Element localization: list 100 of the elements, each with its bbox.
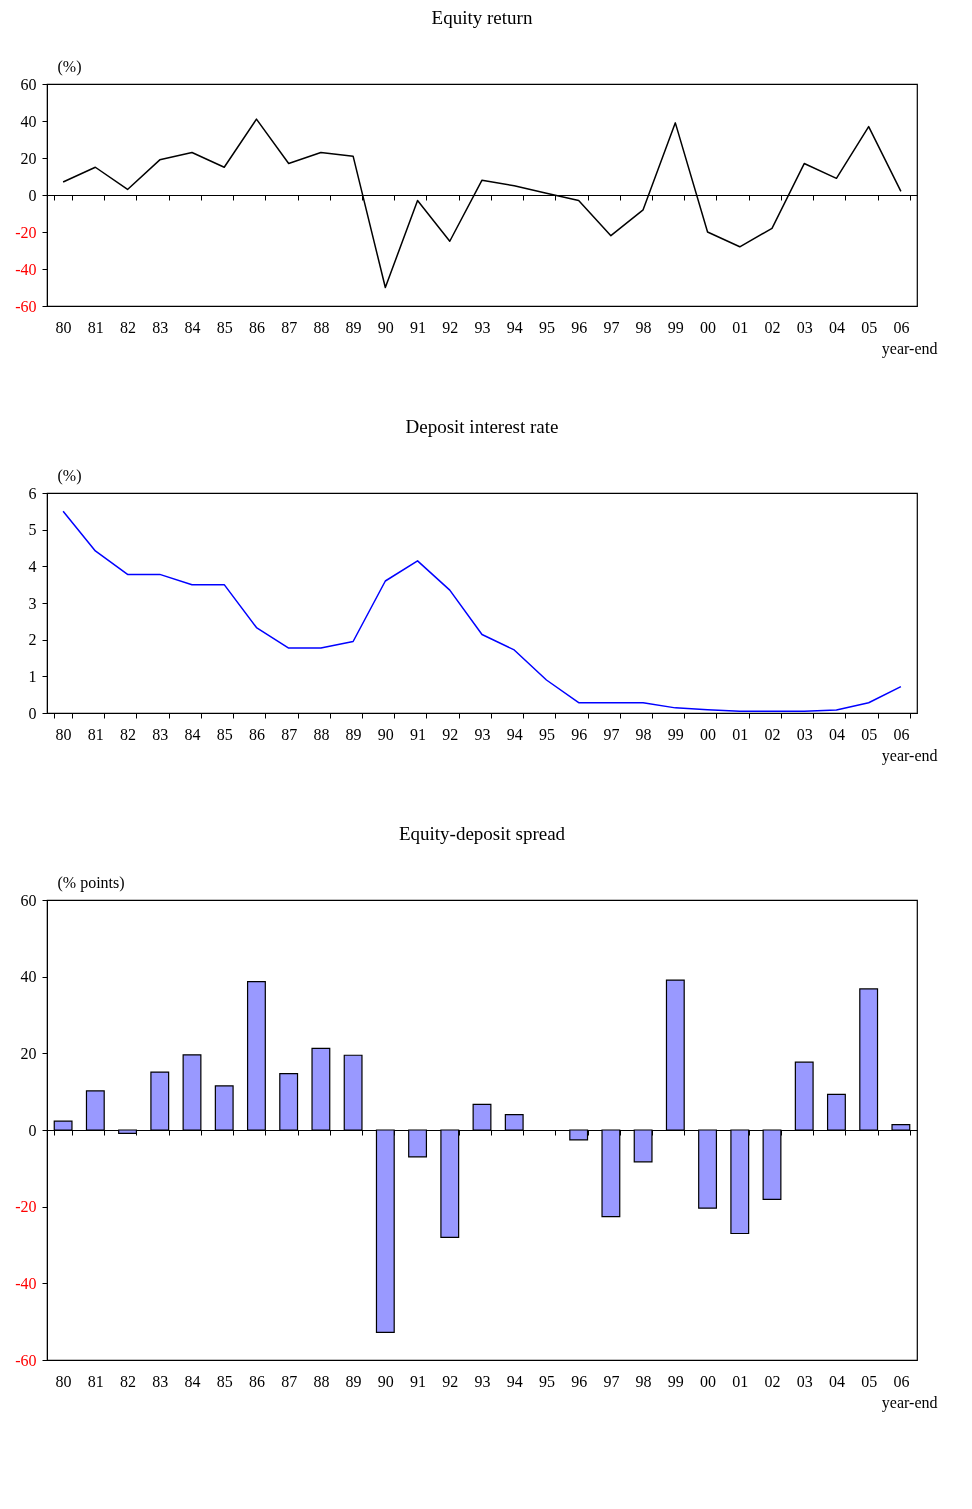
x-tick-label: 94 (506, 725, 523, 743)
x-tick-label: 02 (764, 318, 781, 336)
y-tick-label: -20 (15, 223, 37, 241)
y-axis-title: (%) (57, 466, 82, 485)
x-tick-label: 83 (152, 318, 169, 336)
y-tick-label: 40 (20, 112, 37, 130)
x-tick-label: 87 (281, 725, 298, 743)
y-tick-label: 40 (20, 968, 37, 986)
y-tick-label: 2 (28, 631, 37, 649)
x-tick-label: 05 (861, 318, 878, 336)
x-tick-label: 82 (120, 318, 137, 336)
x-tick-label: 90 (377, 1372, 394, 1390)
x-tick-label: 85 (216, 318, 233, 336)
x-tick-label: 81 (87, 318, 104, 336)
y-tick-label: -60 (15, 297, 37, 315)
y-tick-label: 5 (28, 521, 37, 539)
x-tick-label: 96 (571, 1372, 588, 1390)
x-tick-label: 85 (216, 725, 233, 743)
x-tick-label: 87 (281, 318, 298, 336)
y-tick-label: 20 (20, 149, 37, 167)
chart-title: Deposit interest rate (405, 416, 559, 437)
x-tick-label: 89 (345, 725, 362, 743)
x-tick-label: 02 (764, 1372, 781, 1390)
y-tick-label: 1 (28, 667, 37, 685)
x-tick-label: 97 (603, 725, 620, 743)
y-tick-label: -60 (15, 1351, 37, 1369)
y-tick-label: -40 (15, 1274, 37, 1292)
x-tick-label: 02 (764, 725, 781, 743)
x-tick-label: 94 (506, 318, 523, 336)
x-tick-label: 98 (635, 318, 652, 336)
x-tick-label: 89 (345, 318, 362, 336)
x-tick-label: 06 (893, 318, 910, 336)
x-tick-label: 81 (87, 1372, 104, 1390)
x-tick-label: 98 (635, 1372, 652, 1390)
x-tick-label: 82 (120, 725, 137, 743)
x-tick-label: 00 (700, 318, 717, 336)
x-tick-label: 86 (248, 725, 265, 743)
x-tick-label: 81 (87, 725, 104, 743)
x-axis-title: year-end (881, 339, 938, 358)
x-tick-label: 96 (571, 318, 588, 336)
x-tick-label: 90 (377, 725, 394, 743)
x-tick-label: 99 (667, 1372, 684, 1390)
x-tick-label: 83 (152, 725, 169, 743)
x-tick-label: 95 (538, 725, 555, 743)
x-tick-label: 80 (55, 725, 72, 743)
x-tick-label: 99 (667, 318, 684, 336)
x-tick-label: 92 (442, 318, 459, 336)
x-tick-label: 99 (667, 725, 684, 743)
y-tick-label: 0 (28, 704, 37, 722)
x-tick-label: 89 (345, 1372, 362, 1390)
x-tick-label: 84 (184, 318, 201, 336)
y-tick-label: -20 (15, 1198, 37, 1216)
line-series (62, 510, 902, 712)
y-tick-label: 60 (20, 891, 37, 909)
x-tick-label: 88 (313, 318, 330, 336)
y-tick-label: 3 (28, 594, 37, 612)
x-tick-label: 03 (796, 1372, 813, 1390)
y-tick-label: -40 (15, 260, 37, 278)
x-tick-label: 82 (120, 1372, 137, 1390)
x-tick-label: 05 (861, 725, 878, 743)
x-tick-label: 93 (474, 318, 491, 336)
y-tick-label: 4 (28, 557, 37, 575)
x-tick-label: 91 (410, 1372, 427, 1390)
x-tick-label: 98 (635, 725, 652, 743)
x-axis-title: year-end (881, 746, 938, 765)
x-tick-label: 03 (796, 725, 813, 743)
x-tick-label: 91 (410, 318, 427, 336)
x-tick-label: 92 (442, 725, 459, 743)
x-tick-label: 96 (571, 725, 588, 743)
x-tick-label: 86 (248, 1372, 265, 1390)
x-tick-label: 93 (474, 725, 491, 743)
x-tick-label: 84 (184, 725, 201, 743)
x-tick-label: 87 (281, 1372, 298, 1390)
x-tick-label: 97 (603, 1372, 620, 1390)
y-axis-title: (% points) (57, 873, 125, 892)
x-tick-label: 80 (55, 318, 72, 336)
x-tick-label: 04 (828, 1372, 845, 1390)
x-tick-label: 84 (184, 1372, 201, 1390)
x-tick-label: 94 (506, 1372, 523, 1390)
x-tick-label: 95 (538, 1372, 555, 1390)
x-tick-label: 92 (442, 1372, 459, 1390)
x-tick-label: 85 (216, 1372, 233, 1390)
x-tick-label: 03 (796, 318, 813, 336)
x-tick-label: 06 (893, 725, 910, 743)
x-tick-label: 01 (732, 725, 749, 743)
y-tick-label: 60 (20, 75, 37, 93)
x-tick-label: 90 (377, 318, 394, 336)
x-tick-label: 83 (152, 1372, 169, 1390)
x-tick-label: 97 (603, 318, 620, 336)
y-tick-label: 0 (28, 1121, 37, 1139)
x-tick-label: 93 (474, 1372, 491, 1390)
x-tick-label: 01 (732, 318, 749, 336)
x-tick-label: 05 (861, 1372, 878, 1390)
x-tick-label: 88 (313, 1372, 330, 1390)
x-tick-label: 04 (828, 725, 845, 743)
x-tick-label: 91 (410, 725, 427, 743)
chart-title: Equity return (431, 7, 533, 28)
x-tick-label: 01 (732, 1372, 749, 1390)
x-tick-label: 00 (700, 1372, 717, 1390)
x-tick-label: 80 (55, 1372, 72, 1390)
